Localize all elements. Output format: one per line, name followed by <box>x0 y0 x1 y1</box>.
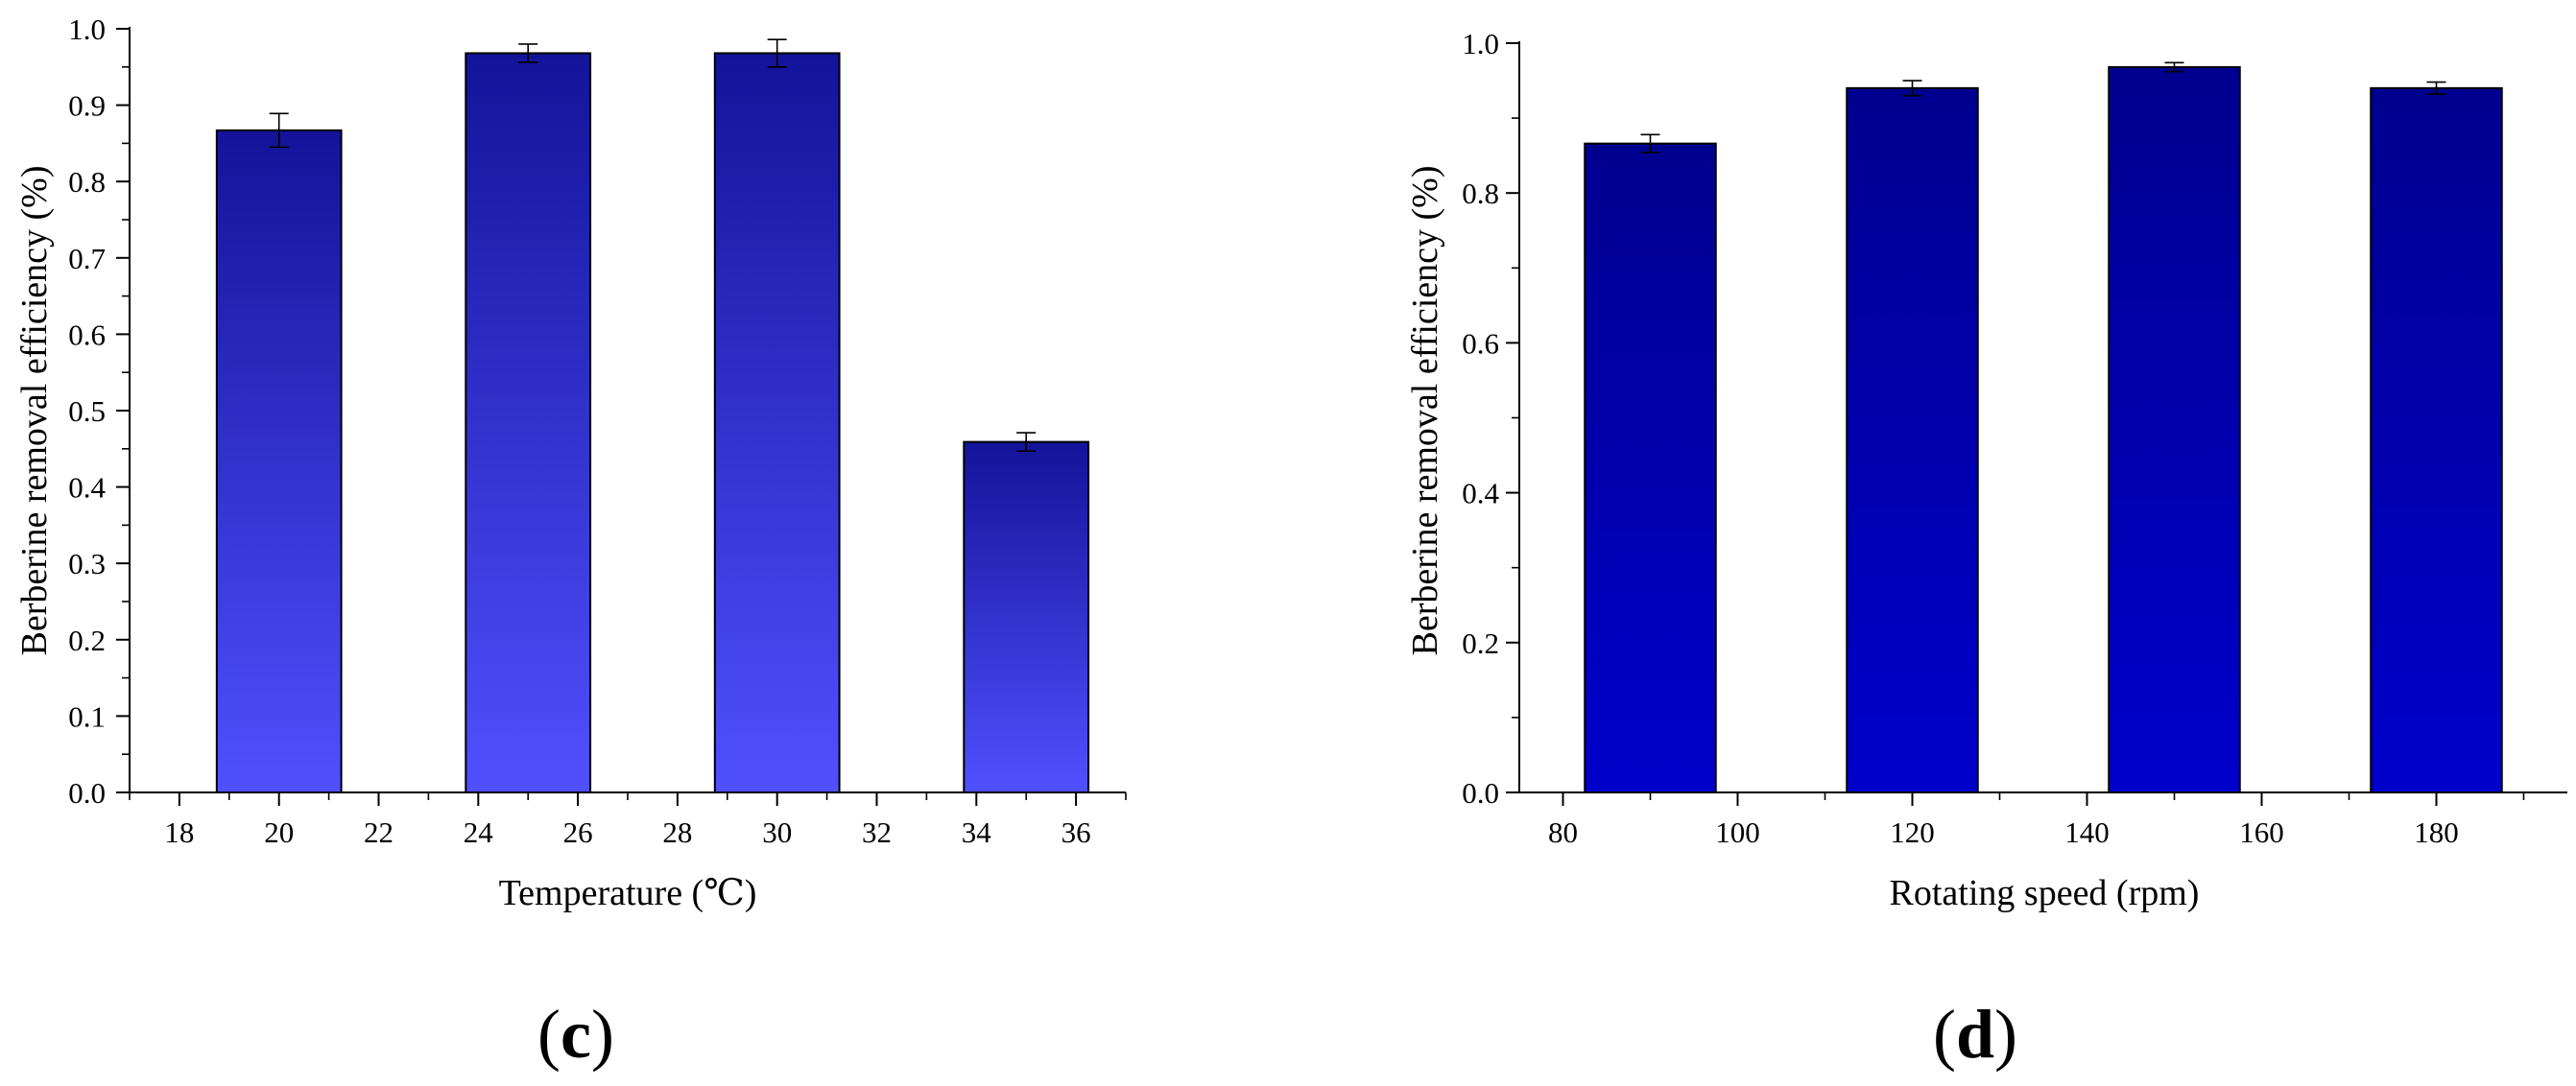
bar-35 <box>963 440 1090 793</box>
panel-label-open-paren: ( <box>537 996 561 1073</box>
x-tick-label: 18 <box>164 815 194 849</box>
error-bar-30 <box>767 38 787 68</box>
chart-panel-c: 18 20 22 24 26 28 30 32 34 36 0.0 0.1 0.2 0.3 0.4 0.5 0.… <box>14 12 1127 1073</box>
bar-20 <box>215 129 343 794</box>
x-tick-label: 28 <box>662 815 692 849</box>
panel-label-close-paren: ) <box>1994 996 2017 1073</box>
y-tick-label: 0.2 <box>68 624 106 657</box>
y-tick-label: 0.7 <box>68 242 106 275</box>
y-tick-label: 1.0 <box>68 12 106 46</box>
error-bar-25 <box>518 43 538 63</box>
x-tick-label: 20 <box>264 815 294 849</box>
x-tick-label: 160 <box>2239 815 2284 849</box>
panel-label-open-paren: ( <box>1933 996 1956 1073</box>
y-tick-label: 0.4 <box>68 471 106 505</box>
panel-label-letter: d <box>1956 996 1994 1073</box>
y-tick-label: 0.3 <box>68 547 106 580</box>
y-tick-label: 0.4 <box>1462 477 1499 510</box>
error-bars-group <box>269 38 1037 452</box>
y-tick-label: 0.0 <box>68 776 106 810</box>
x-axis-title: Rotating speed (rpm) <box>1890 873 2200 913</box>
bar-150 <box>2108 65 2241 793</box>
bar-90 <box>1584 142 1717 794</box>
x-tick-label: 100 <box>1715 815 1760 849</box>
y-tick-label: 0.0 <box>1462 776 1499 810</box>
svg-text:(c): (c) <box>537 996 614 1073</box>
y-axis-title: Berberine removal efficiency (%) <box>14 166 55 656</box>
error-bar-90 <box>1640 133 1660 153</box>
svg-text:(d): (d) <box>1933 996 2017 1073</box>
error-bar-150 <box>2164 61 2184 73</box>
y-tick-label: 0.6 <box>68 318 106 351</box>
y-tick-label: 0.6 <box>1462 326 1499 360</box>
y-tick-label: 0.9 <box>68 89 106 123</box>
panel-label-close-paren: ) <box>591 996 614 1073</box>
bars-group <box>1584 65 2503 794</box>
x-tick-label: 140 <box>2064 815 2110 849</box>
x-tick-label: 36 <box>1061 815 1091 849</box>
y-tick-label: 0.8 <box>1462 177 1499 210</box>
bar-25 <box>465 52 592 794</box>
y-axis-title: Berberine removal efficiency (%) <box>1405 166 1445 656</box>
bar-30 <box>713 52 841 794</box>
x-tick-label: 180 <box>2414 815 2459 849</box>
panel-label-c: (c) <box>537 996 614 1073</box>
x-tick-label: 80 <box>1548 815 1578 849</box>
x-tick-label: 32 <box>862 815 892 849</box>
panel-label-d: (d) <box>1933 996 2017 1073</box>
axes-group: 18 20 22 24 26 28 30 32 34 36 0.0 0.1 0.2 0.3 0.4 0.5 0.… <box>68 12 1127 849</box>
x-axis-title: Temperature (℃) <box>499 873 757 913</box>
x-tick-label: 26 <box>563 815 593 849</box>
error-bar-35 <box>1016 432 1037 452</box>
bar-180 <box>2370 86 2503 794</box>
error-bars-group <box>1640 61 2446 153</box>
error-bar-20 <box>269 112 289 149</box>
bars-group <box>215 52 1090 794</box>
bar-120 <box>1846 86 1979 794</box>
chart-panel-d: 80 100 120 140 160 180 0.0 0.2 0.4 0.6 0.8 1.0 Rota… <box>1405 27 2567 1073</box>
y-tick-label: 1.0 <box>1462 27 1499 60</box>
y-tick-label: 0.8 <box>68 165 106 199</box>
panel-label-letter: c <box>561 996 591 1073</box>
axes-group: 80 100 120 140 160 180 0.0 0.2 0.4 0.6 0.8 1.0 <box>1462 27 2567 849</box>
x-tick-label: 24 <box>464 815 494 849</box>
error-bar-180 <box>2426 81 2446 95</box>
error-bar-120 <box>1902 80 1922 97</box>
y-tick-label: 0.1 <box>68 699 106 733</box>
x-tick-label: 22 <box>364 815 394 849</box>
x-tick-label: 34 <box>962 815 992 849</box>
y-tick-label: 0.2 <box>1462 626 1499 660</box>
x-tick-label: 30 <box>762 815 792 849</box>
y-tick-label: 0.5 <box>68 394 106 428</box>
x-tick-label: 120 <box>1890 815 1935 849</box>
